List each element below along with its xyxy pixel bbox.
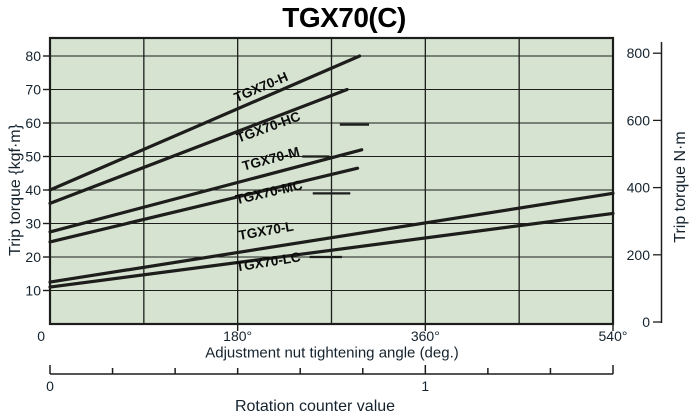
y-tick-label: 50 (25, 149, 41, 165)
y-tick-label: 10 (25, 283, 41, 299)
y-tick-label: 20 (25, 249, 41, 265)
right-axis-tick-label: 600 (627, 112, 651, 128)
right-axis-tick-label: 200 (627, 247, 651, 263)
rotation-counter-axis-title: Rotation counter value (234, 398, 396, 415)
curve-TGX70-L (48, 191, 615, 284)
right-y-axis-title: Trip torque N·m (672, 131, 689, 243)
x-tick-label: 540° (599, 328, 628, 344)
y-tick-label: 70 (25, 82, 41, 98)
plot-border (48, 36, 615, 326)
curve-TGX70-M (48, 148, 364, 234)
rotation-tick-label: 0 (46, 378, 54, 394)
curve-TGX70-LC (48, 211, 615, 289)
chart-title: TGX70(C) (282, 2, 406, 33)
y-tick-label: 60 (25, 115, 41, 131)
curve-TGX70-MC (48, 166, 360, 244)
curve-TGX70-HC (48, 87, 349, 205)
right-axis-tick-label: 0 (642, 314, 650, 330)
y-tick-label: 30 (25, 216, 41, 232)
curve-TGX70-H (48, 54, 362, 192)
y-tick-label: 80 (25, 48, 41, 64)
x-tick-label: 360° (411, 328, 440, 344)
rotation-tick-label: 1 (421, 378, 429, 394)
left-y-axis-title: Trip torque {kgf·m} (7, 124, 24, 256)
x-tick-label: 0 (37, 328, 45, 344)
right-axis-tick-label: 800 (627, 45, 651, 61)
right-axis-tick-label: 400 (627, 180, 651, 196)
x-tick-label: 180° (223, 328, 252, 344)
x-axis-title: Adjustment nut tightening angle (deg.) (205, 344, 459, 362)
y-tick-label: 40 (25, 182, 41, 198)
